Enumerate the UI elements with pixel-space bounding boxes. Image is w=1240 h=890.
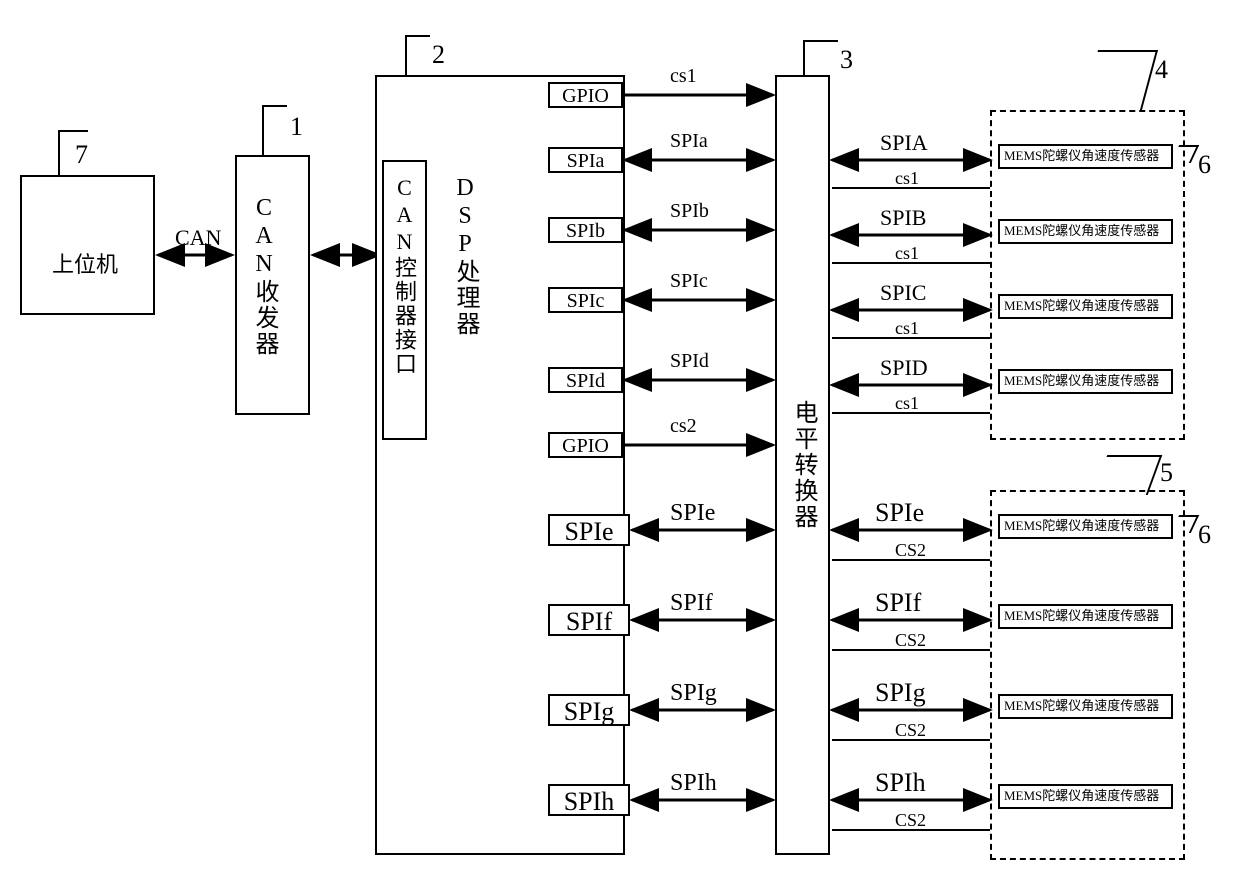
level-conv-leader <box>803 40 838 75</box>
level-conv-num: 3 <box>840 45 853 75</box>
can-trx-num: 1 <box>290 112 303 142</box>
dsp-label: DSP处理器 <box>448 175 483 337</box>
dsp-leader <box>405 35 430 75</box>
dsp-num: 2 <box>432 40 445 70</box>
group1-num: 4 <box>1155 55 1168 85</box>
group1-leader <box>1082 50 1158 110</box>
bus-label-left-1: SPIa <box>670 130 708 153</box>
cs-label-g2-2: CS2 <box>895 720 926 741</box>
sensor-num-1: 6 <box>1198 150 1211 180</box>
bus-label-left-5: cs2 <box>670 415 697 438</box>
cs-label-g1-2: cs1 <box>895 318 919 339</box>
sensor-box-g1-2: MEMS陀螺仪角速度传感器 <box>998 294 1173 319</box>
dsp-port-spih-9: SPIh <box>548 784 630 816</box>
bus-label-left-2: SPIb <box>670 200 709 223</box>
dsp-port-spic-3: SPIc <box>548 287 623 313</box>
host-leader <box>58 130 88 175</box>
dsp-port-spig-8: SPIg <box>548 694 630 726</box>
bus-label-left-6: SPIe <box>670 500 715 527</box>
cs-label-g1-1: cs1 <box>895 243 919 264</box>
sensor-box-g2-2: MEMS陀螺仪角速度传感器 <box>998 694 1173 719</box>
level-conv-label: 电平转换器 <box>786 400 821 530</box>
can-trx-label: CAN收发器 <box>247 195 282 357</box>
dsp-port-spib-2: SPIb <box>548 217 623 243</box>
sensor-box-g2-0: MEMS陀螺仪角速度传感器 <box>998 514 1173 539</box>
group2-leader <box>1093 455 1163 495</box>
cs-label-g2-3: CS2 <box>895 810 926 831</box>
sensor-box-g2-1: MEMS陀螺仪角速度传感器 <box>998 604 1173 629</box>
cs-label-g2-1: CS2 <box>895 630 926 651</box>
bus-label-right-g1-1: SPIB <box>880 205 926 231</box>
bus-label-right-g2-3: SPIh <box>875 768 926 798</box>
bus-label-right-g2-0: SPIe <box>875 498 924 528</box>
bus-label-left-0: cs1 <box>670 65 697 88</box>
host-label: 上位机 <box>52 247 118 279</box>
host-box: 上位机 <box>20 175 155 315</box>
bus-label-right-g2-1: SPIf <box>875 588 921 618</box>
sensor-box-g1-1: MEMS陀螺仪角速度传感器 <box>998 219 1173 244</box>
cs-label-g1-0: cs1 <box>895 168 919 189</box>
dsp-port-gpio-5: GPIO <box>548 432 623 458</box>
sensor-box-g1-3: MEMS陀螺仪角速度传感器 <box>998 369 1173 394</box>
bus-label-right-g1-3: SPID <box>880 355 928 381</box>
bus-label-left-3: SPIc <box>670 270 708 293</box>
dsp-port-spid-4: SPId <box>548 367 623 393</box>
bus-label-right-g1-0: SPIA <box>880 130 928 156</box>
dsp-port-gpio-0: GPIO <box>548 82 623 108</box>
bus-label-left-8: SPIg <box>670 680 717 707</box>
cs-label-g2-0: CS2 <box>895 540 926 561</box>
bus-label-left-4: SPId <box>670 350 709 373</box>
sensor-box-g1-0: MEMS陀螺仪角速度传感器 <box>998 144 1173 169</box>
dsp-port-spie-6: SPIe <box>548 514 630 546</box>
can-bus-label: CAN <box>175 225 221 251</box>
can-trx-leader <box>262 105 287 155</box>
bus-label-right-g1-2: SPIC <box>880 280 926 306</box>
cs-label-g1-3: cs1 <box>895 393 919 414</box>
bus-label-right-g2-2: SPIg <box>875 678 926 708</box>
bus-label-left-9: SPIh <box>670 770 717 797</box>
sensor-box-g2-3: MEMS陀螺仪角速度传感器 <box>998 784 1173 809</box>
can-ctrl-label: CAN控制器接口 <box>388 175 420 376</box>
group2-num: 5 <box>1160 458 1173 488</box>
sensor-num-2: 6 <box>1198 520 1211 550</box>
bus-label-left-7: SPIf <box>670 590 713 617</box>
dsp-port-spia-1: SPIa <box>548 147 623 173</box>
dsp-port-spif-7: SPIf <box>548 604 630 636</box>
